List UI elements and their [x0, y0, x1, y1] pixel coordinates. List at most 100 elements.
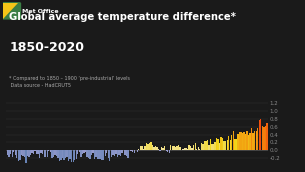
- Bar: [62, 150, 63, 158]
- Bar: [248, 135, 249, 150]
- Bar: [137, 150, 138, 152]
- Bar: [150, 142, 152, 150]
- Bar: [39, 150, 40, 158]
- Bar: [127, 150, 129, 158]
- Bar: [117, 150, 118, 157]
- Bar: [94, 150, 95, 159]
- Bar: [132, 150, 133, 152]
- Bar: [9, 150, 10, 157]
- Bar: [201, 143, 202, 150]
- Bar: [227, 140, 228, 150]
- Bar: [15, 150, 16, 155]
- Bar: [31, 150, 33, 153]
- Text: * Compared to 1850 – 1900 ‘pre-industrial’ levels
 Data source - HadCRUT5: * Compared to 1850 – 1900 ‘pre-industria…: [9, 76, 130, 88]
- Bar: [158, 149, 159, 150]
- Bar: [80, 150, 81, 157]
- Bar: [190, 146, 191, 150]
- Bar: [33, 150, 34, 154]
- Bar: [185, 148, 187, 150]
- Bar: [213, 144, 214, 150]
- Bar: [143, 149, 144, 150]
- Bar: [153, 147, 155, 150]
- Bar: [74, 150, 75, 160]
- Bar: [198, 147, 199, 150]
- Bar: [73, 150, 74, 162]
- Bar: [161, 147, 162, 150]
- Bar: [169, 150, 170, 153]
- Bar: [36, 150, 37, 154]
- Bar: [48, 150, 49, 151]
- Bar: [155, 146, 156, 150]
- Bar: [115, 150, 117, 154]
- Bar: [27, 150, 28, 156]
- Bar: [251, 128, 252, 150]
- Bar: [173, 146, 174, 150]
- Bar: [231, 135, 232, 150]
- FancyBboxPatch shape: [0, 2, 21, 20]
- Bar: [59, 150, 60, 160]
- Bar: [175, 147, 176, 150]
- Bar: [79, 150, 80, 152]
- Bar: [77, 150, 78, 154]
- Bar: [85, 150, 86, 152]
- Bar: [7, 150, 8, 155]
- Bar: [134, 150, 135, 153]
- Bar: [188, 145, 190, 150]
- Bar: [56, 150, 57, 156]
- Bar: [149, 143, 150, 150]
- Bar: [76, 150, 77, 159]
- Bar: [266, 123, 267, 150]
- Bar: [44, 150, 45, 157]
- Bar: [118, 150, 120, 155]
- Bar: [102, 150, 103, 160]
- Bar: [86, 150, 88, 157]
- Bar: [240, 132, 242, 150]
- Bar: [170, 145, 171, 150]
- Bar: [144, 146, 145, 150]
- Bar: [66, 150, 68, 157]
- Bar: [140, 146, 141, 150]
- Bar: [184, 148, 185, 150]
- Bar: [114, 150, 115, 156]
- Bar: [236, 139, 237, 150]
- Text: Met Office: Met Office: [22, 9, 59, 14]
- Bar: [112, 150, 113, 155]
- Bar: [30, 150, 31, 155]
- Bar: [195, 143, 196, 150]
- Bar: [41, 150, 42, 153]
- Bar: [38, 150, 39, 154]
- Bar: [230, 140, 231, 150]
- Bar: [257, 128, 258, 150]
- Bar: [109, 150, 110, 162]
- Bar: [34, 150, 36, 151]
- Bar: [217, 139, 219, 150]
- Bar: [216, 138, 217, 150]
- Bar: [246, 131, 248, 150]
- Bar: [172, 146, 173, 150]
- Bar: [65, 150, 66, 158]
- Bar: [147, 144, 149, 150]
- Bar: [211, 144, 213, 150]
- Bar: [53, 150, 54, 157]
- Bar: [13, 150, 14, 152]
- Bar: [222, 138, 223, 150]
- Bar: [234, 139, 235, 150]
- Bar: [176, 146, 178, 150]
- Polygon shape: [3, 3, 18, 19]
- Bar: [210, 139, 211, 150]
- Bar: [70, 150, 71, 159]
- Bar: [10, 150, 11, 154]
- Bar: [89, 150, 91, 159]
- Bar: [243, 132, 245, 150]
- Bar: [28, 150, 30, 157]
- Bar: [111, 150, 112, 157]
- Bar: [138, 149, 139, 150]
- Bar: [106, 150, 107, 153]
- Bar: [152, 145, 153, 150]
- Bar: [237, 134, 239, 150]
- Bar: [263, 127, 264, 150]
- Bar: [121, 150, 123, 153]
- Bar: [45, 150, 46, 157]
- Bar: [208, 145, 210, 150]
- Bar: [120, 150, 121, 157]
